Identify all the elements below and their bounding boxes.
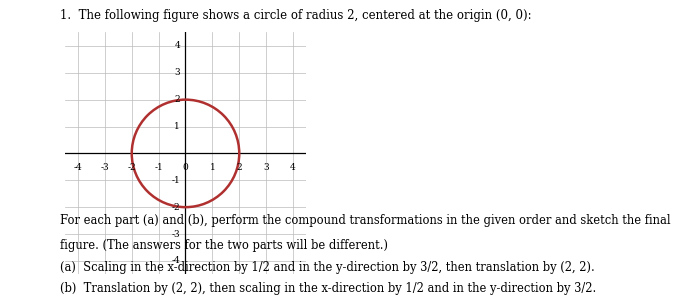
Text: (b)  Translation by (2, 2), then scaling in the x-direction by 1/2 and in the y-: (b) Translation by (2, 2), then scaling … — [60, 282, 596, 295]
Text: 1: 1 — [209, 163, 216, 172]
Text: 1: 1 — [174, 122, 180, 131]
Text: 1.  The following figure shows a circle of radius 2, centered at the origin (0, : 1. The following figure shows a circle o… — [60, 9, 531, 22]
Text: 4: 4 — [174, 41, 180, 50]
Text: For each part (a) and (b), perform the compound transformations in the given ord: For each part (a) and (b), perform the c… — [60, 214, 670, 227]
Text: 0: 0 — [183, 163, 188, 172]
Text: -1: -1 — [154, 163, 163, 172]
Text: -4: -4 — [74, 163, 83, 172]
Text: 3: 3 — [263, 163, 269, 172]
Text: -3: -3 — [101, 163, 109, 172]
Text: -2: -2 — [127, 163, 136, 172]
Text: 3: 3 — [174, 68, 180, 77]
Text: -4: -4 — [172, 256, 180, 266]
Text: -2: -2 — [172, 203, 180, 212]
Text: figure. (The answers for the two parts will be different.): figure. (The answers for the two parts w… — [60, 239, 388, 252]
Text: 4: 4 — [290, 163, 296, 172]
Text: -1: -1 — [172, 176, 180, 185]
Text: 2: 2 — [174, 95, 180, 104]
Text: 2: 2 — [237, 163, 242, 172]
Text: -3: -3 — [172, 230, 180, 239]
Text: (a)  Scaling in the x-direction by 1/2 and in the y-direction by 3/2, then trans: (a) Scaling in the x-direction by 1/2 an… — [60, 261, 594, 274]
